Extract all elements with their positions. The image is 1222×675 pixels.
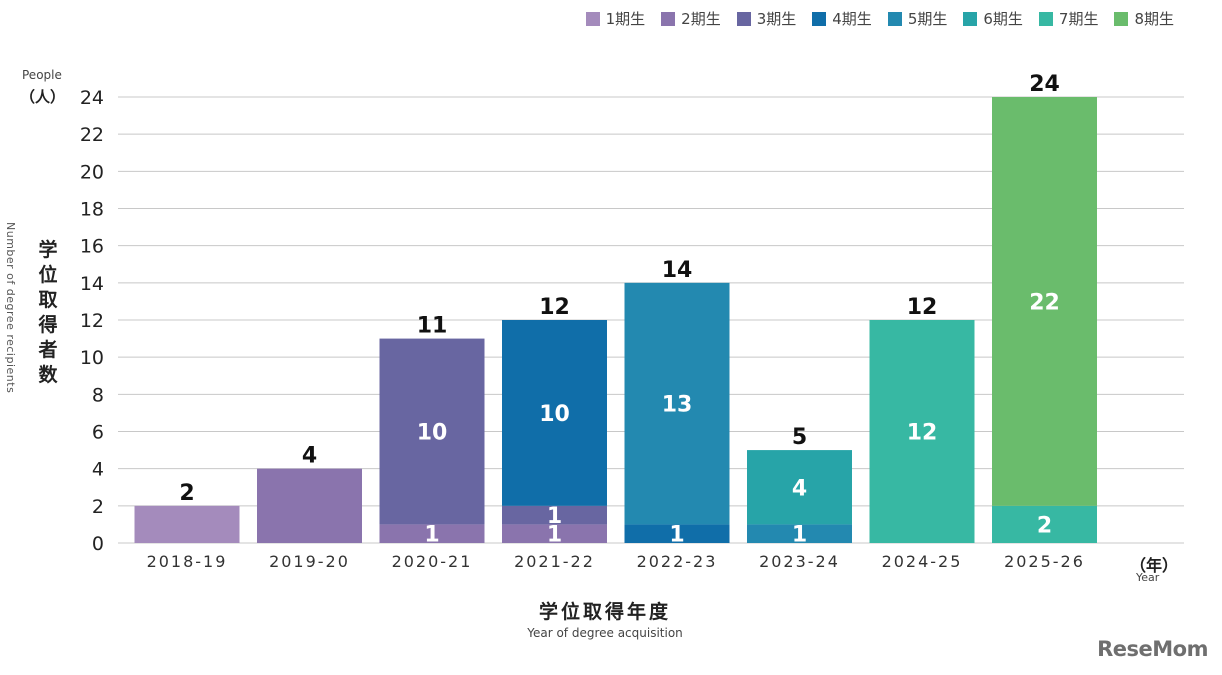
- legend-label: 4期生: [832, 10, 872, 28]
- total-data-label: 5: [792, 425, 807, 450]
- segment-data-label: 2: [1037, 513, 1052, 538]
- y-tick-label: 18: [80, 199, 104, 221]
- legend-swatch: [1114, 11, 1129, 26]
- bar-segment: [747, 524, 852, 543]
- bar-segment: [624, 524, 730, 543]
- total-data-label: 24: [1029, 72, 1060, 97]
- total-data-label: 4: [302, 444, 317, 469]
- total-data-label: 14: [662, 258, 693, 283]
- x-unit-en: Year: [1136, 571, 1160, 584]
- x-axis-title-jp: 学位取得年度: [538, 601, 671, 623]
- bar-segment: [257, 468, 362, 543]
- y-axis-title-en: Number of degree recipients: [4, 222, 17, 394]
- y-tick-label: 22: [80, 124, 104, 146]
- legend-item: 1期生: [585, 8, 646, 29]
- bar-segment: [869, 320, 975, 543]
- segment-data-label: 12: [907, 421, 938, 446]
- bar-segment: [624, 282, 730, 525]
- legend-swatch: [661, 11, 676, 26]
- y-tick-label: 24: [80, 87, 104, 109]
- segment-data-label: 1: [424, 523, 439, 548]
- legend-swatch: [963, 11, 978, 26]
- legend-item: 4期生: [812, 8, 872, 29]
- legend-item: 7期生: [1038, 8, 1099, 29]
- legend-swatch: [887, 11, 902, 26]
- y-tick-label: 0: [92, 533, 104, 555]
- legend-label: 2期生: [681, 10, 721, 28]
- y-unit-en: People: [22, 68, 62, 82]
- bar-segment: [379, 524, 485, 543]
- bar-segment: [992, 505, 1097, 543]
- legend: 1期生 2期生 3期生 4期生 5期生 6期生 7期生 8期生: [585, 8, 1174, 29]
- y-tick-label: 20: [80, 161, 104, 183]
- legend-label: 6期生: [983, 10, 1023, 28]
- x-tick-label: 2019-20: [269, 552, 350, 571]
- legend-swatch: [585, 11, 600, 26]
- resemom-logo: ReseMom: [1097, 637, 1208, 661]
- legend-swatch: [1038, 11, 1053, 26]
- bar-segment: [747, 450, 852, 525]
- bar-segment: [134, 505, 240, 543]
- x-tick-label: 2025-26: [1004, 552, 1085, 571]
- x-tick-label: 2023-24: [759, 552, 840, 571]
- legend-item: 6期生: [963, 8, 1023, 29]
- segment-data-label: 10: [539, 402, 570, 427]
- legend-label: 7期生: [1058, 10, 1099, 28]
- legend-label: 8期生: [1134, 10, 1174, 28]
- x-axis-title-en: Year of degree acquisition: [527, 626, 683, 640]
- total-data-label: 11: [417, 314, 448, 339]
- y-tick-label: 6: [92, 422, 104, 444]
- segment-data-label: 4: [792, 476, 807, 501]
- x-tick-label: 2022-23: [637, 552, 718, 571]
- bar-segment: [502, 320, 607, 506]
- bar-segment: [379, 338, 485, 525]
- legend-label: 3期生: [756, 10, 797, 28]
- y-tick-label: 10: [80, 347, 104, 369]
- total-data-label: 2: [179, 481, 194, 506]
- y-tick-label: 8: [92, 384, 104, 406]
- segment-data-label: 1: [547, 504, 562, 529]
- legend-label: 5期生: [907, 10, 948, 28]
- total-data-label: 12: [907, 295, 938, 320]
- total-data-label: 12: [539, 295, 570, 320]
- bar-segment: [502, 505, 607, 525]
- segment-data-label: 1: [669, 523, 684, 548]
- segment-data-label: 1: [547, 523, 562, 548]
- y-tick-label: 2: [92, 496, 104, 518]
- x-tick-label: 2020-21: [392, 552, 473, 571]
- legend-item: 2期生: [661, 8, 721, 29]
- y-tick-label: 12: [80, 310, 104, 332]
- legend-item: 3期生: [736, 8, 797, 29]
- segment-data-label: 10: [417, 421, 448, 446]
- y-tick-label: 16: [80, 236, 104, 258]
- bar-segment: [992, 97, 1097, 506]
- segment-data-label: 1: [792, 523, 807, 548]
- legend-swatch: [812, 11, 827, 26]
- legend-swatch: [736, 11, 751, 26]
- x-tick-label: 2018-19: [147, 552, 228, 571]
- legend-item: 5期生: [887, 8, 948, 29]
- legend-label: 1期生: [605, 10, 646, 28]
- segment-data-label: 13: [662, 393, 693, 418]
- y-tick-label: 4: [92, 459, 104, 481]
- x-tick-label: 2021-22: [514, 552, 595, 571]
- x-tick-label: 2024-25: [882, 552, 963, 571]
- segment-data-label: 22: [1029, 290, 1060, 315]
- y-tick-label: 14: [80, 273, 104, 295]
- legend-item: 8期生: [1114, 8, 1174, 29]
- y-axis-title-jp: 学位取得者数: [38, 239, 58, 386]
- bar-segment: [502, 524, 607, 543]
- y-unit-jp: （人）: [20, 88, 66, 106]
- x-unit-jp: （年）: [1130, 556, 1179, 575]
